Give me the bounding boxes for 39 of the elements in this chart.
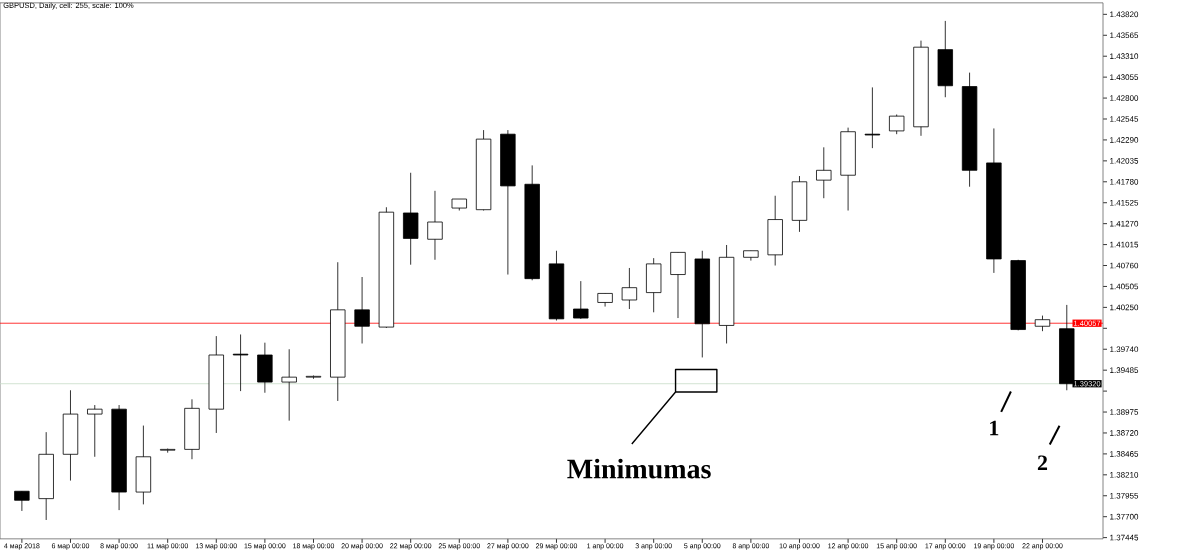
y-tick-label: 1.38975 (1110, 409, 1139, 415)
candlestick (864, 87, 881, 149)
y-tick-label: 1.38210 (1110, 471, 1139, 478)
y-tick-label: 1.37955 (1110, 492, 1139, 499)
y-tick-label: 1.39485 (1110, 367, 1139, 373)
y-tick-label: 1.39740 (1110, 346, 1139, 353)
y-tick-label: 1.42545 (1110, 116, 1139, 122)
y-tick-label: 1.41525 (1110, 199, 1139, 206)
candlestick (281, 348, 297, 422)
candlestick (354, 276, 370, 344)
annotation: 1 (990, 420, 999, 436)
candlestick (14, 490, 30, 512)
candlestick (670, 251, 686, 319)
y-tick-label: 1.40505 (1110, 283, 1139, 290)
annotation: Minimumas (567, 458, 711, 479)
candlestick (232, 334, 249, 392)
y-tick-label: 1.38465 (1110, 451, 1139, 457)
y-tick-label: 1.37700 (1110, 513, 1139, 520)
y-tick-label: 1.37445 (1110, 534, 1139, 541)
y-tick-label: 1.43565 (1110, 32, 1139, 39)
y-tick-label: 1.42800 (1110, 95, 1139, 101)
y-tick-label: 1.40250 (1110, 304, 1139, 311)
candlestick (816, 146, 832, 199)
candlestick (87, 404, 103, 458)
candlestick (621, 267, 638, 310)
y-tick-label: 1.41270 (1110, 220, 1139, 227)
y-tick-label: 1.41780 (1110, 178, 1139, 185)
candlestick (427, 190, 443, 261)
candlestick (573, 280, 589, 320)
candlestick (889, 114, 905, 135)
y-tick-label: 1.42035 (1110, 158, 1139, 164)
y-tick-label: 1.41015 (1110, 241, 1139, 248)
y-tick-label: 1.43055 (1110, 74, 1139, 80)
y-tick-label: 1.43310 (1110, 53, 1139, 60)
y-tick-label: 1.38720 (1110, 430, 1139, 436)
y-tick-label: 1.43820 (1110, 11, 1139, 18)
y-tick-label: 1.42290 (1110, 137, 1139, 143)
annotation: 2 (1037, 455, 1048, 471)
y-tick-label: 1.40760 (1110, 262, 1139, 269)
